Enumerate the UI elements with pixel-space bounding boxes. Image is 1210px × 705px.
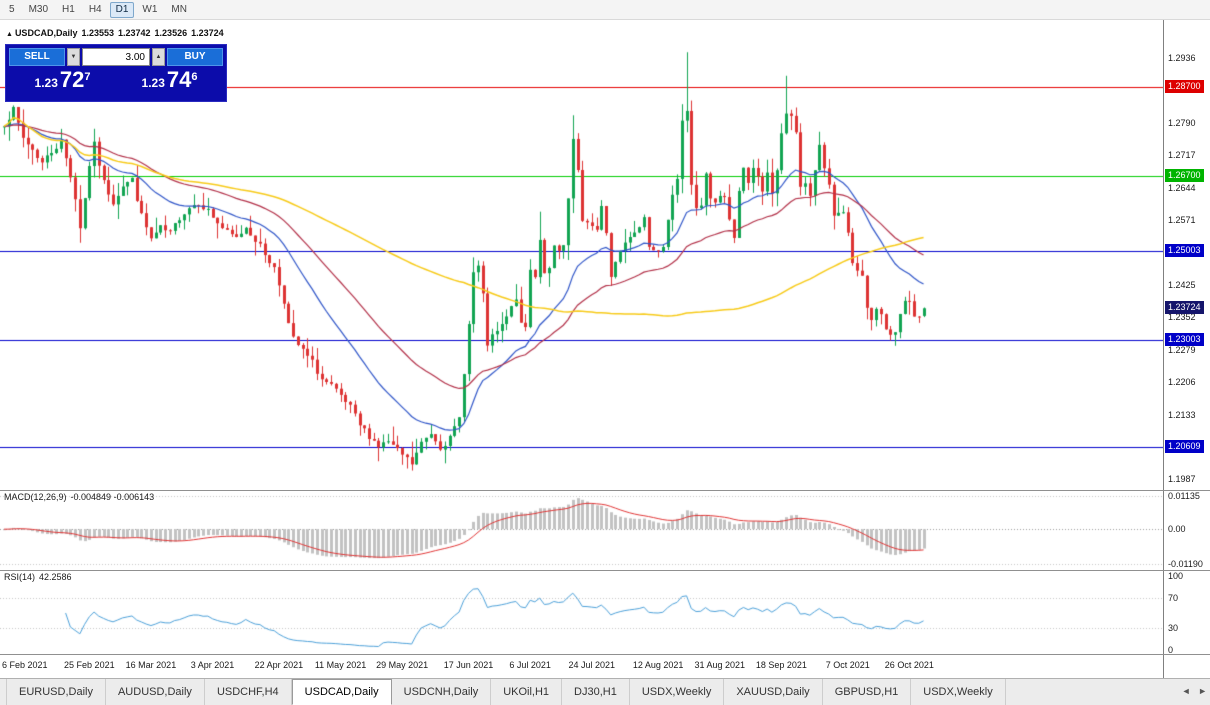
price-axis-label: 1.2206 — [1168, 377, 1196, 388]
high-value: 1.23742 — [118, 28, 151, 38]
date-axis-label: 6 Feb 2021 — [2, 660, 48, 670]
rsi-indicator-canvas[interactable] — [0, 570, 1163, 654]
macd-header: MACD(12,26,9) -0.004849 -0.006143 — [4, 492, 155, 502]
date-axis-label: 6 Jul 2021 — [509, 660, 551, 670]
volume-decrease-button[interactable]: ▼ — [67, 48, 80, 66]
chart-tab-bar: EURUSD,Daily AUDUSD,Daily USDCHF,H4 USDCAD,… — [0, 678, 1210, 705]
price-axis[interactable]: 1.2936 1.2790 1.2717 1.2644 1.2571 1.2425 1.23… — [1163, 20, 1210, 678]
date-axis-label: 26 Oct 2021 — [884, 660, 934, 670]
one-click-trading-panel: SELL ▼ ▲ BUY 1.23727 1.23746 — [5, 44, 227, 102]
chart-ohlc-header: ▲ USDCAD,Daily 1.23553 1.23742 1.23526 1.2372… — [6, 28, 228, 38]
rsi-axis-label: 0 — [1168, 645, 1174, 655]
chart-tab[interactable]: USDX,Weekly — [911, 679, 1006, 705]
rsi-panel-splitter[interactable] — [0, 570, 1210, 571]
macd-indicator-canvas[interactable] — [0, 490, 1163, 570]
symbol-arrow-icon: ▲ — [6, 31, 13, 38]
rsi-axis-label: 100 — [1168, 571, 1184, 581]
rsi-axis-label: 70 — [1168, 593, 1179, 604]
timeframe-button-M30[interactable]: M30 — [23, 2, 54, 18]
timeframe-button-H1[interactable]: H1 — [56, 2, 81, 18]
chart-area: ▲ USDCAD,Daily 1.23553 1.23742 1.23526 1.2372… — [0, 20, 1210, 678]
timeframe-button-MN[interactable]: MN — [165, 2, 193, 18]
sell-button[interactable]: SELL — [9, 48, 65, 66]
chart-tab[interactable]: GBPUSD,H1 — [823, 679, 912, 705]
low-value: 1.23526 — [154, 28, 188, 38]
buy-price-display: 1.23746 — [141, 67, 198, 92]
date-axis-label: 18 Sep 2021 — [755, 660, 807, 670]
date-axis-label: 25 Feb 2021 — [64, 660, 115, 670]
timeframe-button-W1[interactable]: W1 — [136, 2, 163, 18]
date-axis-label: 31 Aug 2021 — [694, 660, 746, 670]
price-axis-label: 1.2425 — [1168, 279, 1196, 290]
price-axis-label: 1.2279 — [1168, 344, 1196, 355]
chart-tab[interactable]: DJ30,H1 — [562, 679, 630, 705]
date-axis-label: 7 Oct 2021 — [825, 660, 870, 670]
price-axis-label: 1.2644 — [1168, 182, 1196, 193]
chart-tabs: EURUSD,Daily AUDUSD,Daily USDCHF,H4 USDCAD,… — [0, 679, 1210, 705]
timeframe-toolbar: 5 M30 H1 H4 D1 W1 MN — [0, 0, 1210, 20]
macd-axis-label: 0.01135 — [1168, 491, 1200, 501]
chart-tab[interactable]: USDCAD,Daily — [291, 679, 392, 705]
timeframe-button-H4[interactable]: H4 — [83, 2, 108, 18]
price-axis-label: 1.2717 — [1168, 150, 1196, 161]
tabs-scroll-left-icon[interactable]: ◄ — [1181, 686, 1191, 696]
price-axis-label: 1.2571 — [1168, 215, 1196, 226]
date-axis-label: 24 Jul 2021 — [568, 660, 616, 670]
timeframe-buttons: 5 M30 H1 H4 D1 W1 MN — [0, 1, 194, 18]
rsi-axis-label: 30 — [1168, 622, 1179, 633]
price-axis-label: 1.2352 — [1168, 312, 1196, 323]
chart-symbol-label: USDCAD,Daily — [14, 28, 78, 38]
current-price-badge: 1.23724 — [1165, 301, 1204, 315]
chart-tab[interactable]: XAUUSD,Daily — [724, 679, 823, 705]
date-axis-label: 16 Mar 2021 — [125, 660, 177, 670]
chart-tab[interactable]: UKOil,H1 — [491, 679, 563, 705]
volume-increase-button[interactable]: ▲ — [152, 48, 165, 66]
price-axis-label: 1.2133 — [1168, 409, 1196, 420]
rsi-header: RSI(14) 42.2586 — [4, 572, 72, 582]
price-axis-label: 1.1987 — [1168, 474, 1196, 485]
tabs-scroll-right-icon[interactable]: ► — [1198, 686, 1207, 696]
level-price-badge: 1.26700 — [1165, 169, 1204, 183]
close-value: 1.23724 — [191, 28, 224, 38]
time-axis-separator — [0, 654, 1210, 655]
date-axis-label: 12 Aug 2021 — [632, 660, 684, 670]
level-price-badge: 1.23003 — [1165, 333, 1204, 347]
date-axis-label: 22 Apr 2021 — [254, 660, 304, 670]
chart-tab[interactable]: USDCHF,H4 — [205, 679, 292, 705]
macd-axis-label: 0.00 — [1168, 524, 1186, 535]
macd-panel-splitter[interactable] — [0, 490, 1210, 491]
chart-tab[interactable]: USDCNH,Daily — [392, 679, 492, 705]
tab-scroll-controls: ◄ ► — [1177, 686, 1207, 696]
level-price-badge: 1.25003 — [1165, 244, 1204, 258]
time-axis[interactable]: 6 Feb 2021 25 Feb 2021 16 Mar 2021 3 Apr 20… — [0, 655, 1163, 678]
date-axis-label: 3 Apr 2021 — [190, 660, 235, 670]
date-axis-label: 29 May 2021 — [376, 660, 429, 670]
date-axis-label: 17 Jun 2021 — [443, 660, 494, 670]
chart-tab[interactable]: EURUSD,Daily — [6, 679, 106, 705]
chart-tab[interactable]: USDX,Weekly — [630, 679, 725, 705]
macd-axis-label: -0.01190 — [1168, 559, 1203, 569]
price-axis-label: 1.2790 — [1168, 117, 1196, 128]
level-price-badge: 1.28700 — [1165, 80, 1204, 94]
level-price-badge: 1.20609 — [1165, 439, 1204, 453]
timeframe-button-D1[interactable]: D1 — [109, 1, 135, 18]
price-axis-label: 1.2936 — [1168, 53, 1196, 63]
sell-price-display: 1.23727 — [34, 67, 91, 92]
timeframe-button-5[interactable]: 5 — [3, 2, 21, 18]
chart-tab[interactable]: AUDUSD,Daily — [106, 679, 205, 705]
buy-button[interactable]: BUY — [167, 48, 223, 66]
volume-input[interactable] — [82, 48, 150, 66]
date-axis-label: 11 May 2021 — [314, 660, 367, 670]
open-value: 1.23553 — [81, 28, 114, 38]
